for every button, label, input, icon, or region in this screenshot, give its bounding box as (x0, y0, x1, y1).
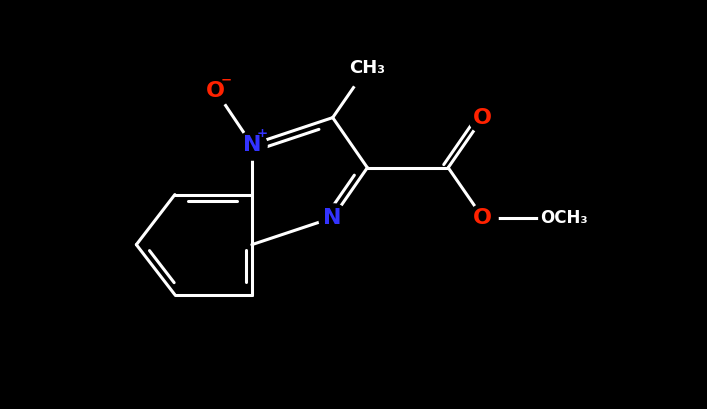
Text: N: N (323, 208, 342, 228)
Text: O: O (474, 108, 492, 128)
Text: −: − (221, 73, 232, 86)
Text: O: O (206, 81, 225, 101)
Text: +: + (257, 127, 268, 140)
Text: O: O (474, 208, 492, 228)
Text: OCH₃: OCH₃ (540, 209, 588, 227)
Text: N: N (243, 135, 261, 155)
Text: CH₃: CH₃ (349, 58, 385, 76)
